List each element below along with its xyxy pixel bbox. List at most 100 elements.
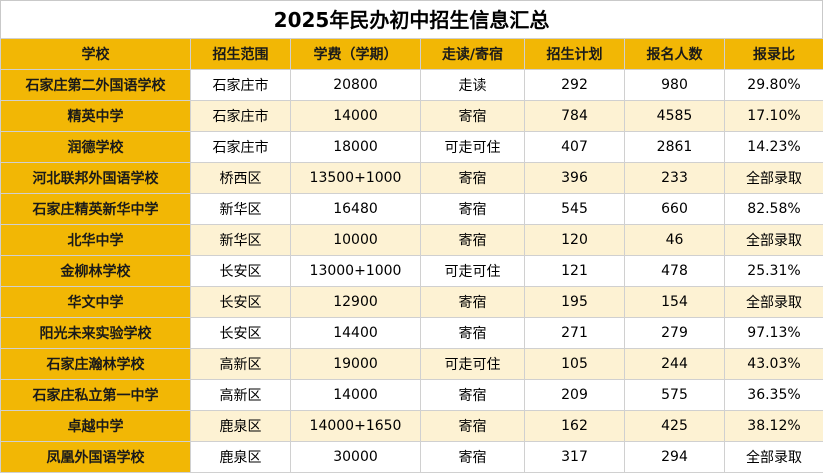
school-name: 石家庄第二外国语学校 (1, 70, 191, 101)
range-cell: 石家庄市 (191, 70, 291, 101)
ratio-cell: 36.35% (725, 380, 823, 411)
plan-cell: 121 (525, 256, 625, 287)
applicants-cell: 575 (625, 380, 725, 411)
boarding-cell: 寄宿 (421, 380, 525, 411)
boarding-cell: 走读 (421, 70, 525, 101)
plan-cell: 162 (525, 411, 625, 442)
plan-cell: 292 (525, 70, 625, 101)
table-row: 石家庄私立第一中学 高新区 14000 寄宿 209 575 36.35% (1, 380, 823, 411)
range-cell: 高新区 (191, 380, 291, 411)
range-cell: 石家庄市 (191, 101, 291, 132)
enrollment-table: 学校 招生范围 学费（学期） 走读/寄宿 招生计划 报名人数 报录比 石家庄第二… (0, 38, 823, 473)
header-school: 学校 (1, 39, 191, 70)
table-row: 金柳林学校 长安区 13000+1000 可走可住 121 478 25.31% (1, 256, 823, 287)
school-name: 石家庄瀚林学校 (1, 349, 191, 380)
ratio-cell: 全部录取 (725, 163, 823, 194)
tuition-cell: 14000 (291, 380, 421, 411)
range-cell: 长安区 (191, 287, 291, 318)
applicants-cell: 980 (625, 70, 725, 101)
ratio-cell: 38.12% (725, 411, 823, 442)
header-plan: 招生计划 (525, 39, 625, 70)
range-cell: 新华区 (191, 194, 291, 225)
school-name: 凤凰外国语学校 (1, 442, 191, 473)
plan-cell: 317 (525, 442, 625, 473)
range-cell: 石家庄市 (191, 132, 291, 163)
tuition-cell: 14400 (291, 318, 421, 349)
applicants-cell: 478 (625, 256, 725, 287)
header-range: 招生范围 (191, 39, 291, 70)
tuition-cell: 14000+1650 (291, 411, 421, 442)
school-name: 北华中学 (1, 225, 191, 256)
tuition-cell: 16480 (291, 194, 421, 225)
plan-cell: 396 (525, 163, 625, 194)
applicants-cell: 244 (625, 349, 725, 380)
tuition-cell: 13500+1000 (291, 163, 421, 194)
school-name: 石家庄精英新华中学 (1, 194, 191, 225)
tuition-cell: 14000 (291, 101, 421, 132)
plan-cell: 271 (525, 318, 625, 349)
header-ratio: 报录比 (725, 39, 823, 70)
plan-cell: 545 (525, 194, 625, 225)
applicants-cell: 4585 (625, 101, 725, 132)
ratio-cell: 全部录取 (725, 225, 823, 256)
applicants-cell: 660 (625, 194, 725, 225)
ratio-cell: 17.10% (725, 101, 823, 132)
range-cell: 长安区 (191, 256, 291, 287)
boarding-cell: 寄宿 (421, 101, 525, 132)
ratio-cell: 25.31% (725, 256, 823, 287)
table-row: 河北联邦外国语学校 桥西区 13500+1000 寄宿 396 233 全部录取 (1, 163, 823, 194)
applicants-cell: 154 (625, 287, 725, 318)
table-row: 阳光未来实验学校 长安区 14400 寄宿 271 279 97.13% (1, 318, 823, 349)
table-row: 华文中学 长安区 12900 寄宿 195 154 全部录取 (1, 287, 823, 318)
boarding-cell: 寄宿 (421, 411, 525, 442)
applicants-cell: 2861 (625, 132, 725, 163)
school-name: 金柳林学校 (1, 256, 191, 287)
plan-cell: 120 (525, 225, 625, 256)
range-cell: 高新区 (191, 349, 291, 380)
boarding-cell: 寄宿 (421, 194, 525, 225)
table-row: 石家庄精英新华中学 新华区 16480 寄宿 545 660 82.58% (1, 194, 823, 225)
range-cell: 鹿泉区 (191, 411, 291, 442)
plan-cell: 407 (525, 132, 625, 163)
ratio-cell: 43.03% (725, 349, 823, 380)
tuition-cell: 13000+1000 (291, 256, 421, 287)
boarding-cell: 寄宿 (421, 287, 525, 318)
ratio-cell: 全部录取 (725, 442, 823, 473)
table-header-row: 学校 招生范围 学费（学期） 走读/寄宿 招生计划 报名人数 报录比 (1, 39, 823, 70)
applicants-cell: 233 (625, 163, 725, 194)
school-name: 卓越中学 (1, 411, 191, 442)
school-name: 润德学校 (1, 132, 191, 163)
table-row: 北华中学 新华区 10000 寄宿 120 46 全部录取 (1, 225, 823, 256)
boarding-cell: 寄宿 (421, 318, 525, 349)
plan-cell: 209 (525, 380, 625, 411)
plan-cell: 105 (525, 349, 625, 380)
table-row: 润德学校 石家庄市 18000 可走可住 407 2861 14.23% (1, 132, 823, 163)
boarding-cell: 寄宿 (421, 225, 525, 256)
page-title: 2025年民办初中招生信息汇总 (0, 0, 823, 38)
plan-cell: 784 (525, 101, 625, 132)
boarding-cell: 可走可住 (421, 132, 525, 163)
school-name: 精英中学 (1, 101, 191, 132)
school-name: 河北联邦外国语学校 (1, 163, 191, 194)
applicants-cell: 279 (625, 318, 725, 349)
school-name: 华文中学 (1, 287, 191, 318)
applicants-cell: 46 (625, 225, 725, 256)
applicants-cell: 425 (625, 411, 725, 442)
tuition-cell: 18000 (291, 132, 421, 163)
tuition-cell: 20800 (291, 70, 421, 101)
table-row: 石家庄瀚林学校 高新区 19000 可走可住 105 244 43.03% (1, 349, 823, 380)
plan-cell: 195 (525, 287, 625, 318)
table-row: 精英中学 石家庄市 14000 寄宿 784 4585 17.10% (1, 101, 823, 132)
table-row: 卓越中学 鹿泉区 14000+1650 寄宿 162 425 38.12% (1, 411, 823, 442)
header-tuition: 学费（学期） (291, 39, 421, 70)
tuition-cell: 30000 (291, 442, 421, 473)
header-applicants: 报名人数 (625, 39, 725, 70)
range-cell: 桥西区 (191, 163, 291, 194)
applicants-cell: 294 (625, 442, 725, 473)
boarding-cell: 可走可住 (421, 349, 525, 380)
ratio-cell: 97.13% (725, 318, 823, 349)
table-row: 凤凰外国语学校 鹿泉区 30000 寄宿 317 294 全部录取 (1, 442, 823, 473)
range-cell: 鹿泉区 (191, 442, 291, 473)
header-boarding: 走读/寄宿 (421, 39, 525, 70)
ratio-cell: 29.80% (725, 70, 823, 101)
